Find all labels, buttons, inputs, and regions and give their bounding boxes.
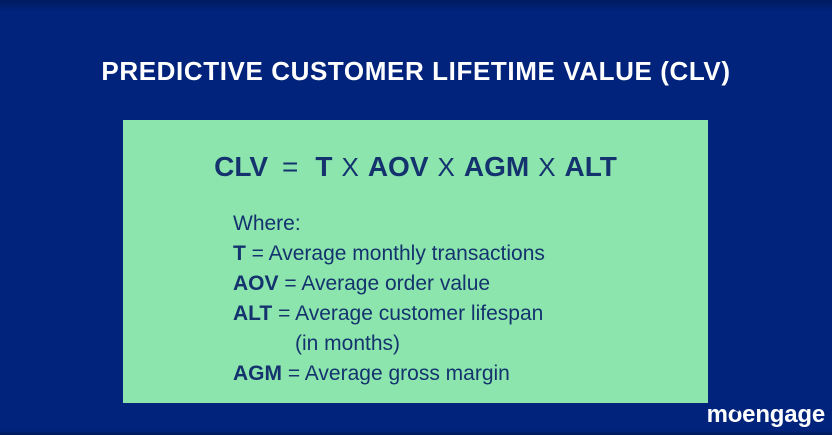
formula-equals-sign: =	[282, 151, 299, 182]
formula-result: CLV	[214, 151, 269, 182]
clv-formula: CLV = T X AOV X AGM X ALT	[123, 150, 708, 184]
definition-term: T	[233, 242, 246, 265]
formula-term-aov: AOV	[367, 151, 429, 182]
formula-multiply-sign: X	[437, 152, 455, 182]
formula-term-alt: ALT	[564, 151, 617, 182]
definition-separator: =	[278, 302, 291, 325]
definition-description: Average customer lifespan	[295, 302, 544, 325]
definition-row-agm: AGM = Average gross margin	[233, 359, 708, 389]
definition-row-aov: AOV = Average order value	[233, 269, 708, 299]
definition-term: AGM	[233, 362, 282, 385]
formula-multiply-sign: X	[341, 152, 359, 182]
moengage-logo-notched-o: o	[727, 401, 743, 428]
definition-separator: =	[284, 272, 297, 295]
formula-multiply-sign: X	[538, 152, 556, 182]
moengage-logo-engage: engage	[742, 401, 825, 428]
definitions-list: Where: T = Average monthly transactions …	[233, 209, 708, 389]
definition-row-t: T = Average monthly transactions	[233, 239, 708, 269]
clv-formula-card: CLV = T X AOV X AGM X ALT Where: T = Average mon…	[123, 120, 708, 403]
definition-description: Average order value	[301, 272, 491, 295]
moengage-logo: moengage	[706, 401, 826, 429]
page-title: PREDICTIVE CUSTOMER LIFETIME VALUE (CLV)	[101, 56, 731, 86]
definition-row-alt-continuation: (in months)	[295, 332, 401, 355]
formula-term-agm: AGM	[463, 151, 530, 182]
definitions-heading: Where:	[233, 212, 301, 235]
moengage-logo-m: m	[706, 401, 728, 428]
definition-term: AOV	[233, 272, 279, 295]
formula-term-t: T	[315, 151, 333, 182]
definition-term: ALT	[233, 302, 273, 325]
definition-row-alt: ALT = Average customer lifespan	[233, 299, 708, 329]
definition-separator: =	[287, 362, 301, 385]
definition-separator: =	[251, 242, 264, 265]
definition-description: Average gross margin	[304, 362, 510, 385]
definition-description: Average monthly transactions	[268, 242, 545, 265]
